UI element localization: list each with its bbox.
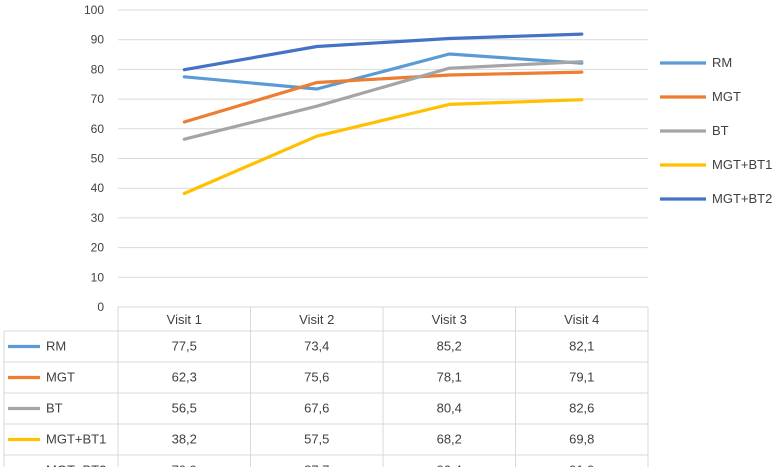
y-tick-label-40: 40 [91,181,105,195]
table-cell-mgt-bt2-0: 79,9 [172,463,197,468]
table-cell-bt-3: 82,6 [569,401,594,416]
table-row-label-mgt-bt1: MGT+BT1 [46,432,106,447]
table-cell-mgt-bt2-3: 91,9 [569,463,594,468]
legend-label-mgt-bt1: MGT+BT1 [712,157,772,172]
table-cell-mgt-bt1-0: 38,2 [172,432,197,447]
table-cell-bt-0: 56,5 [172,401,197,416]
table-cell-mgt-bt2-2: 90,4 [437,463,462,468]
table-cell-mgt-2: 78,1 [437,370,462,385]
table-row-label-mgt-bt2: MGT+BT2 [46,463,106,468]
series-line-rm [182,52,584,91]
y-tick-label-0: 0 [97,300,104,314]
y-axis-tick-labels: 0 10 20 30 40 50 60 70 80 90 100 [84,3,104,314]
table-cell-rm-2: 85,2 [437,339,462,354]
table-row-label-rm: RM [46,339,66,354]
data-table: Visit 1 Visit 2 Visit 3 Visit 4 RM 77,5 73,4 85… [3,306,649,472]
table-row-label-mgt: MGT [46,370,75,385]
legend-label-bt: BT [712,123,729,138]
table-cell-bt-1: 67,6 [304,401,329,416]
series-lines [182,32,584,196]
y-tick-label-10: 10 [91,270,105,284]
y-tick-label-80: 80 [91,62,105,76]
y-tick-label-30: 30 [91,211,105,225]
y-tick-label-70: 70 [91,92,105,106]
table-row-label-bt: BT [46,401,63,416]
series-line-mgt-bt1 [182,98,584,196]
table-cell-mgt-3: 79,1 [569,370,594,385]
table-cell-mgt-1: 75,6 [304,370,329,385]
y-tick-label-90: 90 [91,33,105,47]
legend-label-mgt-bt2: MGT+BT2 [712,191,772,206]
table-cell-mgt-bt1-3: 69,8 [569,432,594,447]
table-cell-rm-0: 77,5 [172,339,197,354]
table-cell-rm-1: 73,4 [304,339,329,354]
legend-label-rm: RM [712,55,732,70]
table-cell-mgt-0: 62,3 [172,370,197,385]
y-tick-label-50: 50 [91,152,105,166]
legend-label-mgt: MGT [712,89,741,104]
series-line-mgt [182,70,584,124]
table-cell-bt-2: 80,4 [437,401,462,416]
table-cell-mgt-bt2-1: 87,7 [304,463,329,468]
y-tick-label-60: 60 [91,122,105,136]
table-cell-mgt-bt1-1: 57,5 [304,432,329,447]
table-header-visit-3: Visit 3 [432,312,467,327]
y-tick-label-100: 100 [84,3,104,17]
table-header-visit-1: Visit 1 [167,312,202,327]
legend: RM MGT BT MGT+BT1 MGT+BT2 [660,55,772,206]
series-line-mgt-bt2 [182,32,584,72]
table-header-visit-2: Visit 2 [299,312,334,327]
series-line-bt [182,60,584,141]
table-header-visit-4: Visit 4 [564,312,599,327]
y-tick-label-20: 20 [91,241,105,255]
table-cell-mgt-bt1-2: 68,2 [437,432,462,447]
table-cell-rm-3: 82,1 [569,339,594,354]
gridlines [118,9,648,308]
